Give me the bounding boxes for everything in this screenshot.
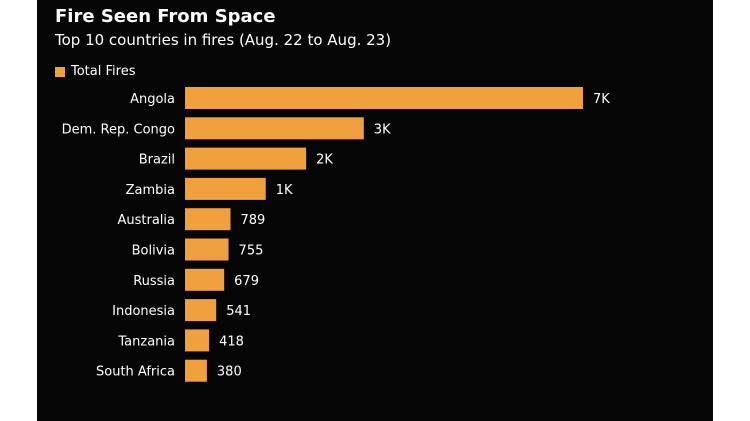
- category-label: Russia: [133, 274, 175, 289]
- bar-row: Zambia 1K: [126, 177, 293, 200]
- bar-row: Tanzania 418: [117, 329, 244, 352]
- bar: [185, 299, 217, 322]
- category-label: Indonesia: [112, 304, 175, 319]
- bar-row: Angola 7K: [130, 87, 610, 109]
- bar: [185, 238, 229, 261]
- value-label: 7K: [593, 92, 610, 107]
- bar-row: Russia 679: [133, 268, 259, 291]
- bar-chart: Angola 7K Dem. Rep. Congo 3K Brazil 2K Zambia 1…: [62, 87, 610, 382]
- value-label: 1K: [276, 183, 293, 198]
- category-label: Tanzania: [117, 334, 175, 349]
- bar: [185, 147, 307, 170]
- chart-frame: Fire Seen From Space Top 10 countries in…: [37, 0, 713, 421]
- bar: [185, 208, 231, 231]
- value-label: 755: [239, 244, 264, 259]
- bar-row: Bolivia 755: [132, 238, 264, 261]
- value-label: 380: [217, 365, 242, 380]
- legend-label: Total Fires: [71, 64, 136, 79]
- bar-row: Dem. Rep. Congo 3K: [62, 117, 391, 140]
- category-label: South Africa: [96, 365, 175, 380]
- value-label: 418: [219, 334, 244, 349]
- bar-row: South Africa 380: [96, 359, 242, 382]
- bar: [185, 359, 207, 382]
- category-label: Bolivia: [132, 244, 175, 259]
- category-label: Zambia: [126, 183, 175, 198]
- value-label: 541: [226, 304, 251, 319]
- chart-legend: Total Fires: [55, 64, 135, 79]
- bar-row: Brazil 2K: [139, 147, 333, 170]
- category-label: Angola: [130, 92, 175, 107]
- bar-row: Australia 789: [117, 208, 266, 231]
- category-label: Brazil: [139, 153, 175, 168]
- bar: [185, 268, 225, 291]
- value-label: 2K: [316, 153, 333, 168]
- value-label: 3K: [374, 122, 391, 137]
- bar: [185, 177, 266, 200]
- legend-swatch: [55, 66, 65, 77]
- chart-subtitle: Top 10 countries in fires (Aug. 22 to Au…: [55, 31, 392, 49]
- bar: [185, 117, 364, 140]
- bar: [185, 87, 583, 109]
- category-label: Dem. Rep. Congo: [62, 122, 175, 137]
- value-label: 679: [234, 274, 259, 289]
- bar-row: Indonesia 541: [112, 299, 251, 322]
- category-label: Australia: [117, 213, 175, 228]
- value-label: 789: [241, 213, 266, 228]
- chart-title: Fire Seen From Space: [55, 6, 276, 27]
- bar: [185, 329, 210, 352]
